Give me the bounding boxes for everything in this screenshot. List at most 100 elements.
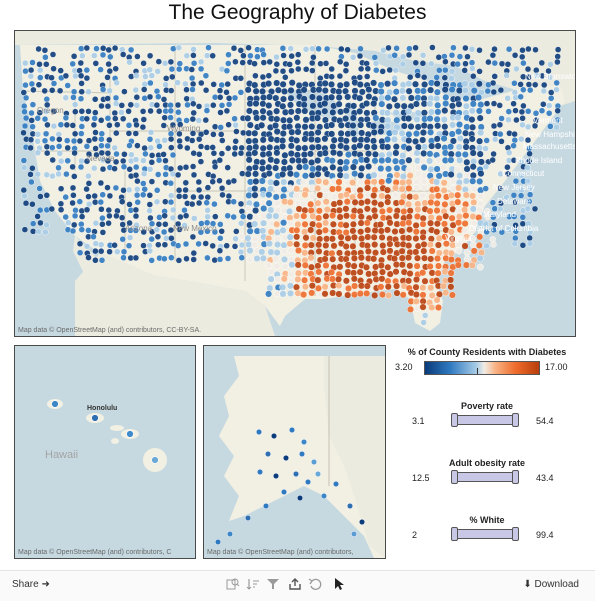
- county-dot[interactable]: [65, 219, 72, 226]
- county-dot[interactable]: [526, 191, 534, 198]
- county-dot[interactable]: [377, 164, 385, 172]
- county-dot[interactable]: [371, 291, 379, 299]
- county-dot[interactable]: [22, 59, 29, 67]
- county-dot[interactable]: [520, 102, 527, 110]
- county-dot[interactable]: [322, 198, 330, 206]
- county-dot[interactable]: [246, 121, 254, 129]
- county-dot[interactable]: [286, 282, 294, 290]
- county-dot[interactable]: [190, 109, 197, 117]
- county-dot[interactable]: [267, 178, 275, 186]
- county-dot[interactable]: [370, 143, 378, 151]
- county-dot[interactable]: [161, 212, 168, 220]
- county-dot[interactable]: [426, 241, 434, 249]
- county-dot[interactable]: [301, 261, 309, 269]
- county-dot[interactable]: [321, 107, 329, 115]
- county-dot[interactable]: [167, 101, 174, 109]
- county-dot[interactable]: [372, 114, 380, 122]
- county-dot[interactable]: [36, 185, 43, 192]
- share-export-icon[interactable]: [288, 577, 302, 591]
- county-dot[interactable]: [225, 51, 232, 58]
- county-dot[interactable]: [350, 233, 358, 241]
- county-dot[interactable]: [379, 248, 387, 256]
- county-dot[interactable]: [279, 290, 287, 298]
- county-dot[interactable]: [428, 60, 435, 67]
- county-dot[interactable]: [336, 199, 344, 207]
- county-dot[interactable]: [349, 129, 357, 137]
- county-dot[interactable]: [419, 291, 427, 299]
- county-dot[interactable]: [203, 52, 211, 59]
- county-dot[interactable]: [265, 80, 273, 88]
- county-dot[interactable]: [21, 192, 28, 200]
- county-dot[interactable]: [202, 129, 210, 136]
- county-dot[interactable]: [461, 220, 469, 228]
- county-dot[interactable]: [412, 228, 420, 236]
- county-dot[interactable]: [92, 257, 99, 264]
- county-dot[interactable]: [260, 219, 268, 227]
- county-dot[interactable]: [280, 488, 288, 496]
- county-dot[interactable]: [497, 205, 504, 213]
- county-dot[interactable]: [286, 116, 294, 124]
- county-dot[interactable]: [405, 80, 413, 88]
- county-dot[interactable]: [406, 226, 414, 234]
- county-dot[interactable]: [69, 122, 76, 129]
- county-dot[interactable]: [412, 221, 420, 229]
- county-dot[interactable]: [239, 59, 246, 66]
- county-dot[interactable]: [48, 205, 55, 213]
- county-dot[interactable]: [251, 129, 259, 137]
- county-dot[interactable]: [345, 151, 353, 159]
- county-dot[interactable]: [442, 289, 450, 297]
- county-dot[interactable]: [468, 135, 476, 143]
- county-dot[interactable]: [314, 143, 322, 151]
- county-dot[interactable]: [27, 171, 34, 178]
- county-dot[interactable]: [364, 73, 371, 80]
- county-dot[interactable]: [363, 242, 371, 250]
- county-dot[interactable]: [328, 235, 336, 243]
- county-dot[interactable]: [317, 75, 324, 82]
- county-dot[interactable]: [483, 228, 490, 236]
- county-dot[interactable]: [251, 241, 259, 249]
- county-dot[interactable]: [252, 214, 260, 222]
- county-dot[interactable]: [259, 136, 267, 144]
- county-dot[interactable]: [83, 157, 91, 165]
- county-dot[interactable]: [245, 240, 253, 248]
- county-dot[interactable]: [62, 193, 69, 201]
- county-dot[interactable]: [309, 220, 317, 228]
- county-dot[interactable]: [412, 137, 420, 145]
- county-dot[interactable]: [260, 204, 268, 212]
- county-dot[interactable]: [162, 198, 169, 205]
- county-dot[interactable]: [405, 115, 413, 123]
- county-dot[interactable]: [385, 44, 392, 52]
- county-dot[interactable]: [393, 289, 401, 297]
- county-dot[interactable]: [344, 234, 352, 242]
- county-dot[interactable]: [142, 150, 149, 158]
- county-dot[interactable]: [280, 185, 288, 193]
- county-dot[interactable]: [43, 108, 50, 115]
- county-dot[interactable]: [343, 212, 351, 220]
- county-dot[interactable]: [78, 80, 85, 87]
- county-dot[interactable]: [384, 94, 392, 102]
- county-dot[interactable]: [111, 44, 119, 52]
- county-dot[interactable]: [505, 108, 512, 115]
- county-dot[interactable]: [167, 135, 175, 143]
- county-dot[interactable]: [426, 114, 434, 122]
- county-dot[interactable]: [266, 143, 274, 151]
- county-dot[interactable]: [307, 241, 315, 249]
- county-dot[interactable]: [447, 228, 455, 236]
- county-dot[interactable]: [139, 123, 147, 131]
- county-dot[interactable]: [181, 206, 188, 214]
- county-dot[interactable]: [314, 170, 322, 178]
- county-dot[interactable]: [167, 198, 175, 206]
- county-dot[interactable]: [440, 134, 448, 142]
- county-dot[interactable]: [118, 109, 125, 116]
- county-dot[interactable]: [342, 221, 350, 229]
- county-dot[interactable]: [204, 193, 212, 201]
- county-dot[interactable]: [267, 156, 275, 164]
- county-dot[interactable]: [447, 269, 455, 277]
- county-dot[interactable]: [112, 115, 119, 122]
- county-dot[interactable]: [405, 184, 413, 192]
- county-dot[interactable]: [315, 228, 323, 236]
- county-dot[interactable]: [153, 226, 161, 233]
- county-dot[interactable]: [363, 263, 371, 271]
- county-dot[interactable]: [503, 194, 510, 201]
- county-dot[interactable]: [419, 220, 427, 228]
